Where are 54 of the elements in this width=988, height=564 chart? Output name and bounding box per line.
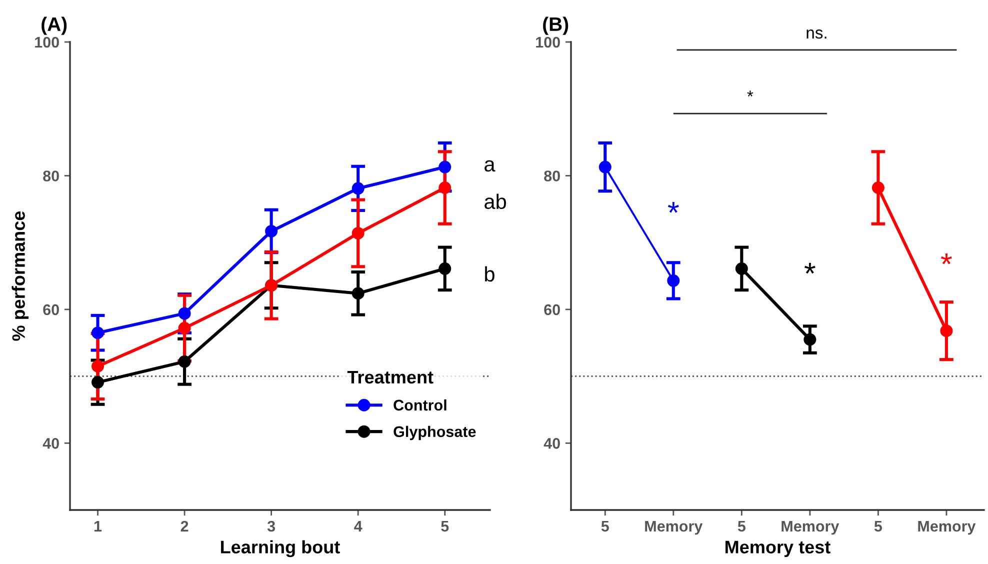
point	[178, 307, 191, 320]
point	[178, 355, 191, 368]
x-tick-label: Memory	[645, 520, 703, 535]
x-tick-label: 2	[180, 520, 188, 532]
y-tick-label: 100	[35, 36, 59, 48]
point	[667, 274, 680, 287]
y-tick-label: 80	[43, 170, 59, 182]
annotation: ab	[484, 194, 506, 210]
text: ns.	[806, 30, 826, 39]
legend-label: Control	[394, 399, 446, 411]
y-tick-label: 100	[536, 36, 560, 48]
point	[92, 360, 104, 373]
x-axis-title: Learning bout	[221, 540, 340, 558]
x-tick-label: 5	[601, 520, 609, 532]
x-tick-label: 1	[94, 520, 102, 532]
y-axis-title: % performance	[12, 211, 29, 341]
point	[438, 182, 452, 194]
point	[352, 182, 364, 195]
point	[804, 333, 816, 346]
x-tick-label: 5	[738, 520, 746, 532]
point	[352, 226, 364, 240]
y-tick-label: 40	[42, 438, 59, 449]
x-tick-label: 5	[441, 520, 449, 532]
x-tick-label: 5	[874, 520, 882, 532]
y-tick-label: 60	[43, 304, 59, 316]
point	[438, 160, 452, 174]
y-tick-label: 80	[544, 170, 560, 182]
point	[940, 324, 953, 338]
annotation: b	[485, 266, 494, 282]
point	[872, 182, 884, 194]
x-axis-title: Memory test	[726, 540, 830, 558]
chart-title: (A)	[42, 16, 67, 35]
legend-label: Glyphosate	[394, 426, 476, 440]
annotation: *	[804, 262, 816, 274]
point	[92, 376, 104, 389]
point	[598, 160, 612, 174]
point	[92, 326, 104, 340]
x-tick-label: Memory	[918, 520, 976, 535]
annotation: a	[484, 160, 496, 172]
x-tick-label: 4	[354, 520, 362, 532]
annotation: *	[747, 90, 754, 97]
y-tick-label: 60	[544, 304, 560, 316]
point	[178, 322, 191, 334]
x-tick-label: 3	[267, 520, 276, 532]
y-tick-label: 40	[544, 438, 560, 449]
point	[438, 262, 452, 275]
point	[352, 287, 364, 300]
x-tick-label: Memory	[782, 520, 840, 535]
annotation: *	[941, 254, 952, 264]
legend-title: Treatment	[347, 370, 434, 384]
point	[265, 224, 278, 238]
point	[735, 262, 748, 275]
annotation: *	[668, 202, 679, 213]
chart-title: (B)	[543, 16, 568, 35]
